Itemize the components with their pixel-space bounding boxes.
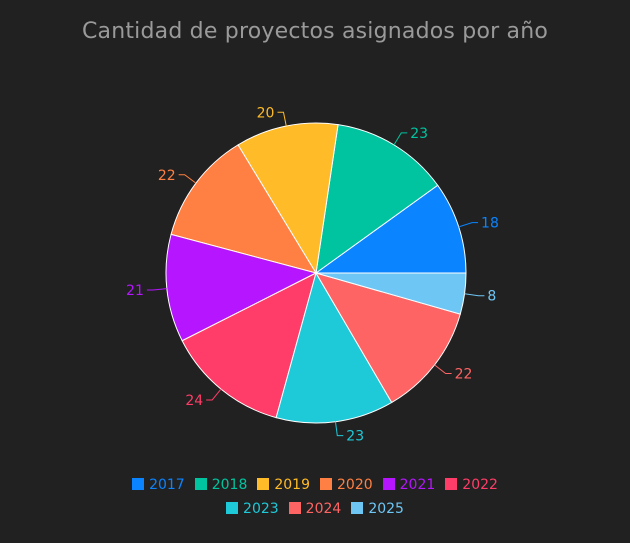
legend-row: 2017 2018 2019 2020 2021 2022 [0,473,630,497]
leader-line-2018 [393,132,408,146]
pie-slice-2021[interactable] [165,233,318,342]
chart-title: Cantidad de proyectos asignados por año [81,19,549,44]
chart-legend: 2017 2018 2019 2020 2021 2022 2023 2024 2025 [0,473,630,521]
pie-chart: 18 23 20 22 21 24 23 22 8 [126,105,499,445]
leader-line-2024 [434,364,452,374]
pie-slice-2020[interactable] [170,144,318,274]
pie-slice-2023[interactable] [275,271,393,424]
pie-slice-2018[interactable] [315,124,439,275]
legend-swatch [382,478,395,490]
pie-slice-2022[interactable] [181,272,317,419]
pie-slice-2025[interactable] [315,272,467,315]
legend-swatch [351,502,364,514]
legend-item-2023[interactable]: 2023 [226,497,279,521]
legend-label: 2025 [368,501,404,517]
data-label-2017: 18 [481,216,499,232]
legend-item-2022[interactable]: 2022 [445,473,498,497]
legend-label: 2024 [305,501,342,517]
legend-label: 2023 [243,501,279,517]
leader-line-2019 [277,111,287,127]
data-label-2022: 24 [185,393,203,409]
legend-swatch [257,478,270,490]
leader-line-2021 [146,288,167,291]
legend-swatch [288,502,301,514]
legend-label: 2021 [399,477,436,493]
legend-item-2025[interactable]: 2025 [351,497,404,521]
legend-item-2019[interactable]: 2019 [257,473,310,497]
data-label-2024: 22 [455,366,473,382]
legend-swatch [445,478,458,490]
legend-label: 2017 [149,477,185,493]
leader-line-2020 [178,174,197,184]
legend-row: 2023 2024 2025 [0,497,630,521]
legend-swatch [194,478,207,490]
leader-line-2022 [206,388,222,401]
data-label-2023: 23 [346,429,364,445]
data-label-2018: 23 [410,126,428,142]
data-label-2025: 8 [487,289,496,305]
legend-label: 2022 [462,477,498,493]
data-label-2021: 21 [126,283,144,299]
legend-label: 2018 [211,477,248,493]
legend-item-2018[interactable]: 2018 [194,473,248,497]
legend-item-2024[interactable]: 2024 [288,497,342,521]
pie-slice-2019[interactable] [237,122,339,275]
data-label-2020: 22 [158,168,176,184]
legend-swatch [226,502,239,514]
legend-item-2017[interactable]: 2017 [132,473,185,497]
legend-swatch [320,478,332,490]
leader-line-2017 [458,222,479,228]
legend-label: 2019 [274,477,310,493]
legend-swatch [132,478,145,490]
leader-line-2023 [334,421,344,437]
legend-label: 2020 [337,477,373,493]
leader-line-2025 [464,293,485,297]
legend-item-2021[interactable]: 2021 [382,473,436,497]
legend-item-2020[interactable]: 2020 [320,473,373,497]
data-label-2019: 20 [257,105,275,121]
